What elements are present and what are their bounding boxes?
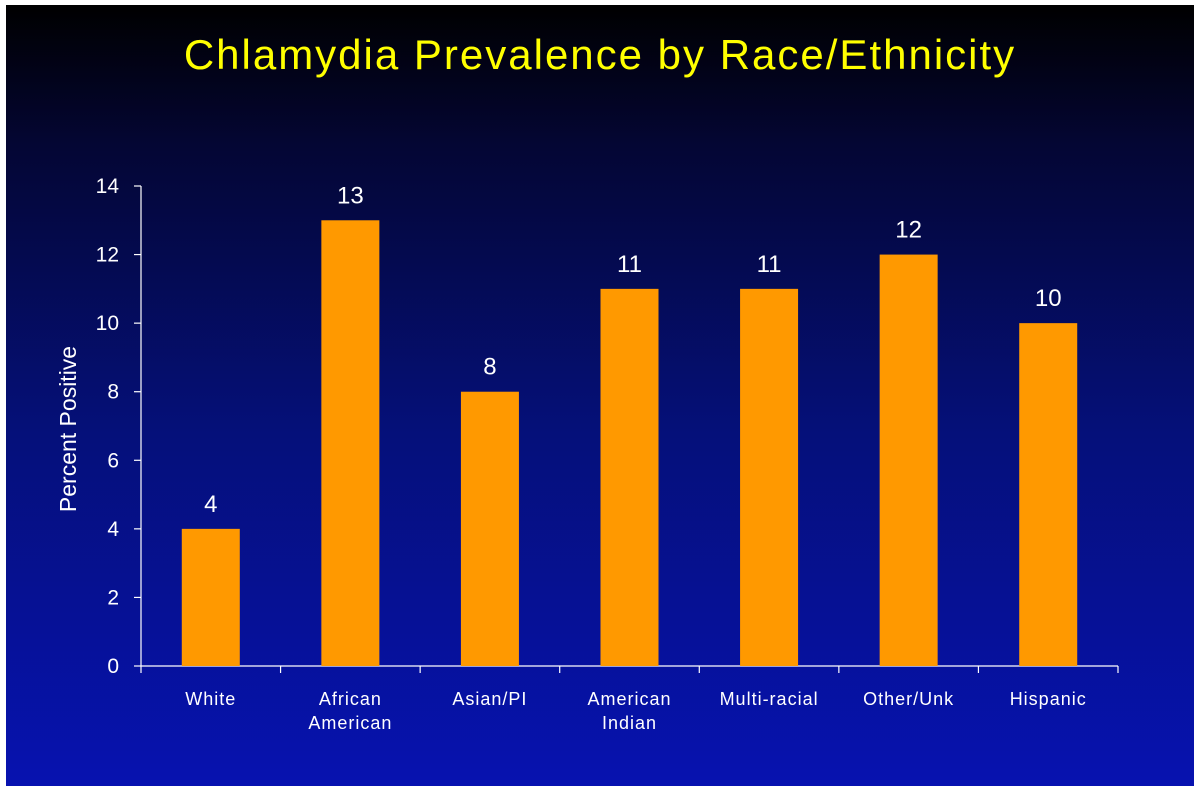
y-tick-label: 4 — [107, 518, 119, 541]
y-tick-label: 14 — [96, 175, 120, 198]
category-label: Multi-racial — [720, 689, 819, 709]
bar — [740, 288, 799, 666]
y-tick-label: 0 — [107, 655, 119, 678]
bar-chart: 0 2 4 6 8 10 12 14 4 White 13 African American 8 Asian… — [55, 175, 1119, 733]
y-axis-title: Percent Positive — [55, 346, 81, 512]
data-label: 13 — [337, 182, 364, 209]
category-label: Other/Unk — [863, 689, 954, 709]
category-label: American — [308, 713, 392, 733]
category-label: Hispanic — [1010, 689, 1087, 709]
bar — [460, 391, 519, 666]
data-label: 8 — [483, 354, 496, 381]
category-label: Indian — [602, 713, 657, 733]
data-label: 10 — [1035, 285, 1062, 312]
slide: Chlamydia Prevalence by Race/Ethnicity 0… — [6, 5, 1194, 786]
data-label: 11 — [757, 251, 782, 278]
category-label: Asian/PI — [452, 689, 527, 709]
y-tick-label: 12 — [96, 244, 119, 267]
bar — [1019, 323, 1078, 666]
chart-title: Chlamydia Prevalence by Race/Ethnicity — [183, 31, 1017, 78]
data-label: 4 — [204, 491, 217, 518]
y-tick-label: 10 — [96, 312, 119, 335]
bar — [321, 220, 380, 667]
y-tick-label: 8 — [107, 381, 119, 404]
bar — [600, 288, 659, 666]
y-tick-label: 6 — [107, 449, 119, 472]
bar — [879, 254, 938, 667]
data-label: 11 — [617, 251, 642, 278]
category-label: African — [319, 689, 382, 709]
y-tick-label: 2 — [107, 586, 119, 609]
bar — [181, 528, 240, 666]
category-label: White — [185, 689, 236, 709]
data-label: 12 — [895, 217, 922, 244]
category-label: American — [587, 689, 671, 709]
